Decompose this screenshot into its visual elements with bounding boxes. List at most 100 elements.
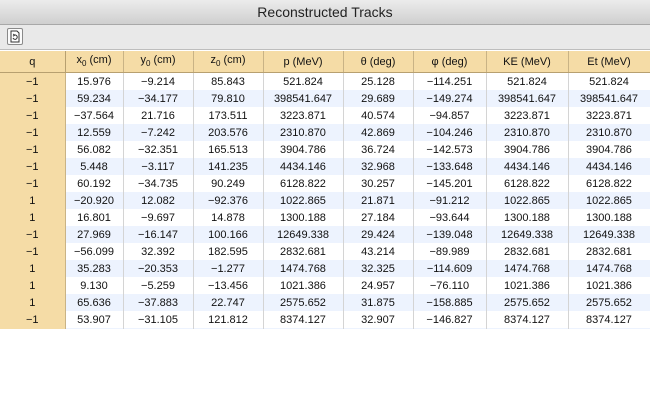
table-cell[interactable]: 521.824 — [568, 72, 650, 90]
table-cell[interactable]: −16.147 — [123, 226, 194, 243]
table-cell[interactable]: 3904.786 — [263, 141, 344, 158]
table-row[interactable]: 1 65.636 −37.883 22.747 2575.652 31.875 −158.8… — [0, 294, 650, 311]
table-cell[interactable]: −94.857 — [413, 107, 487, 124]
table-cell[interactable]: −139.048 — [413, 226, 487, 243]
table-cell[interactable]: −20.353 — [123, 260, 194, 277]
table-cell[interactable]: −37.883 — [123, 294, 194, 311]
table-cell[interactable]: 521.824 — [486, 72, 569, 90]
table-cell[interactable]: 1 — [0, 294, 66, 311]
table-cell[interactable]: 8374.127 — [263, 311, 344, 328]
table-cell[interactable]: −1.976 — [65, 328, 124, 329]
table-cell[interactable]: −92.376 — [193, 192, 264, 209]
table-cell[interactable]: 2310.870 — [486, 124, 569, 141]
table-cell[interactable]: −1.277 — [193, 260, 264, 277]
table-cell[interactable]: −1 — [0, 72, 66, 90]
column-header-8[interactable]: Et (MeV) — [568, 51, 650, 73]
column-header-2[interactable]: y0 (cm) — [123, 51, 194, 73]
table-cell[interactable]: −3.117 — [123, 158, 194, 175]
table-cell[interactable]: 12649.338 — [263, 226, 344, 243]
table-cell[interactable]: 2310.870 — [568, 124, 650, 141]
table-cell[interactable]: −37.564 — [65, 107, 124, 124]
table-cell[interactable]: 4434.146 — [486, 158, 569, 175]
table-cell[interactable]: −1 — [0, 90, 66, 107]
table-row[interactable]: −1 12.559 −7.242 203.576 2310.870 42.869 −104.… — [0, 124, 650, 141]
table-cell[interactable]: 42.869 — [343, 124, 414, 141]
table-cell[interactable]: −20.920 — [65, 192, 124, 209]
table-cell[interactable]: 1300.188 — [568, 209, 650, 226]
table-cell[interactable]: 1 — [0, 209, 66, 226]
table-cell[interactable]: 43.214 — [343, 243, 414, 260]
table-cell[interactable]: 15.976 — [65, 72, 124, 90]
table-cell[interactable]: −145.201 — [413, 175, 487, 192]
column-header-0[interactable]: q — [0, 51, 66, 73]
table-cell[interactable]: 100.166 — [193, 226, 264, 243]
table-cell[interactable]: −1 — [0, 243, 66, 260]
table-cell[interactable]: 27.969 — [65, 226, 124, 243]
table-cell[interactable]: −149.274 — [413, 90, 487, 107]
table-cell[interactable]: 3223.871 — [568, 107, 650, 124]
table-cell[interactable]: 31.875 — [343, 294, 414, 311]
table-cell[interactable]: 32.325 — [343, 260, 414, 277]
table-cell[interactable]: 79.810 — [193, 90, 264, 107]
table-cell[interactable]: 3223.871 — [263, 107, 344, 124]
table-cell[interactable]: 30.257 — [343, 175, 414, 192]
column-header-7[interactable]: KE (MeV) — [486, 51, 569, 73]
table-row[interactable]: −1 59.234 −34.177 79.810 398541.647 29.689 −14… — [0, 90, 650, 107]
table-cell[interactable]: −114.251 — [413, 72, 487, 90]
table-cell[interactable]: 12.559 — [65, 124, 124, 141]
table-cell[interactable]: 1 — [0, 277, 66, 294]
table-cell[interactable]: −133.648 — [413, 158, 487, 175]
table-cell[interactable]: 165.737 — [193, 328, 264, 329]
table-cell[interactable]: 1022.865 — [568, 192, 650, 209]
column-header-5[interactable]: θ (deg) — [343, 51, 414, 73]
table-cell[interactable]: 4434.146 — [568, 158, 650, 175]
table-cell[interactable]: 2575.652 — [568, 294, 650, 311]
table-row[interactable]: 1 16.801 −9.697 14.878 1300.188 27.184 −93.644… — [0, 209, 650, 226]
table-cell[interactable]: −1 — [0, 226, 66, 243]
table-cell[interactable]: −7.242 — [123, 124, 194, 141]
table-cell[interactable]: −131.680 — [413, 328, 487, 329]
table-cell[interactable]: 12.082 — [123, 192, 194, 209]
table-cell[interactable]: 35.569 — [343, 328, 414, 329]
table-cell[interactable]: 1300.188 — [263, 209, 344, 226]
table-cell[interactable]: −5.259 — [123, 277, 194, 294]
table-cell[interactable]: 60.192 — [65, 175, 124, 192]
table-cell[interactable]: 40.574 — [343, 107, 414, 124]
table-cell[interactable]: −1 — [0, 311, 66, 328]
table-cell[interactable]: 521.824 — [263, 72, 344, 90]
table-cell[interactable]: −31.105 — [123, 311, 194, 328]
table-cell[interactable]: −142.573 — [413, 141, 487, 158]
table-cell[interactable]: 3223.871 — [486, 107, 569, 124]
table-row[interactable]: −1 56.082 −32.351 165.513 3904.786 36.724 −142… — [0, 141, 650, 158]
table-row[interactable]: −1 53.907 −31.105 121.812 8374.127 32.907 −146… — [0, 311, 650, 328]
table-row[interactable]: 1 −20.920 12.082 −92.376 1022.865 21.871 −91.2… — [0, 192, 650, 209]
table-cell[interactable]: 2832.681 — [263, 243, 344, 260]
column-header-3[interactable]: z0 (cm) — [193, 51, 264, 73]
table-cell[interactable]: −13.456 — [193, 277, 264, 294]
table-cell[interactable]: 14.878 — [193, 209, 264, 226]
table-cell[interactable]: 65.636 — [65, 294, 124, 311]
table-cell[interactable]: −114.609 — [413, 260, 487, 277]
table-row[interactable]: 1 35.283 −20.353 −1.277 1474.768 32.325 −114.6… — [0, 260, 650, 277]
refresh-button[interactable] — [7, 28, 23, 45]
table-cell[interactable]: 9.130 — [65, 277, 124, 294]
table-cell[interactable]: 3904.786 — [486, 141, 569, 158]
table-cell[interactable]: 21.871 — [343, 192, 414, 209]
table-cell[interactable]: 1 — [0, 260, 66, 277]
column-header-4[interactable]: p (MeV) — [263, 51, 344, 73]
table-cell[interactable]: −1 — [0, 124, 66, 141]
table-cell[interactable]: −1 — [0, 328, 66, 329]
table-cell[interactable]: 4434.146 — [263, 158, 344, 175]
table-cell[interactable]: 22.747 — [193, 294, 264, 311]
table-cell[interactable]: −91.212 — [413, 192, 487, 209]
table-cell[interactable]: 29.424 — [343, 226, 414, 243]
table-cell[interactable]: −32.351 — [123, 141, 194, 158]
table-row[interactable]: −1 60.192 −34.735 90.249 6128.822 30.257 −145.… — [0, 175, 650, 192]
table-cell[interactable]: 1022.865 — [263, 192, 344, 209]
table-row[interactable]: −1−1.9761.173165.7373544.01635.569−131.6… — [0, 328, 650, 329]
table-cell[interactable]: 398541.647 — [263, 90, 344, 107]
table-cell[interactable]: −9.697 — [123, 209, 194, 226]
table-cell[interactable]: 6128.822 — [568, 175, 650, 192]
table-cell[interactable]: 24.957 — [343, 277, 414, 294]
